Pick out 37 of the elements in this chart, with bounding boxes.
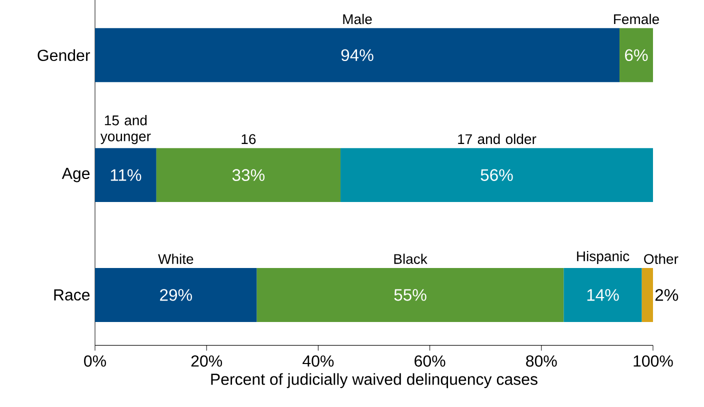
data-label: 33% [232,169,265,182]
annotation: Female [614,14,659,24]
x-tick-label: 100% [634,356,673,367]
data-label: 11% [110,169,142,182]
annotation: 17 and older [458,134,536,144]
data-label: 6% [625,49,648,62]
annotation: White [158,254,194,264]
bar [95,268,257,322]
bar [256,268,564,322]
data-label: 29% [160,289,192,302]
x-tick-label: 0% [84,356,106,367]
annotation: Male [343,14,372,24]
bar [620,28,653,82]
bar [340,148,653,202]
data-label: 55% [394,289,426,302]
data-label: 56% [480,169,513,182]
bar [564,268,642,322]
y-tick-label: Gender [38,49,90,62]
x-tick-label: 20% [191,356,222,367]
annotation: Other [644,254,678,264]
y-tick-label: Age [62,168,90,182]
bar [95,148,156,202]
bar [156,148,341,202]
annotation: Black [394,254,428,264]
bar [642,268,653,322]
data-label: 14% [587,289,619,301]
bar [95,28,620,82]
x-tick-label: 80% [526,356,557,367]
annotation: 16 [242,134,256,144]
x-axis-title: Percent of judicially waived delinquency cases [211,373,538,388]
y-tick-label: Race [54,290,90,301]
data-label: 2% [655,289,678,302]
annotation: Hispanic [577,251,630,264]
x-tick-label: 60% [414,356,446,367]
annotation: 15 and younger [100,115,151,144]
data-label: 94% [341,49,374,62]
x-tick-label: 40% [302,356,334,367]
